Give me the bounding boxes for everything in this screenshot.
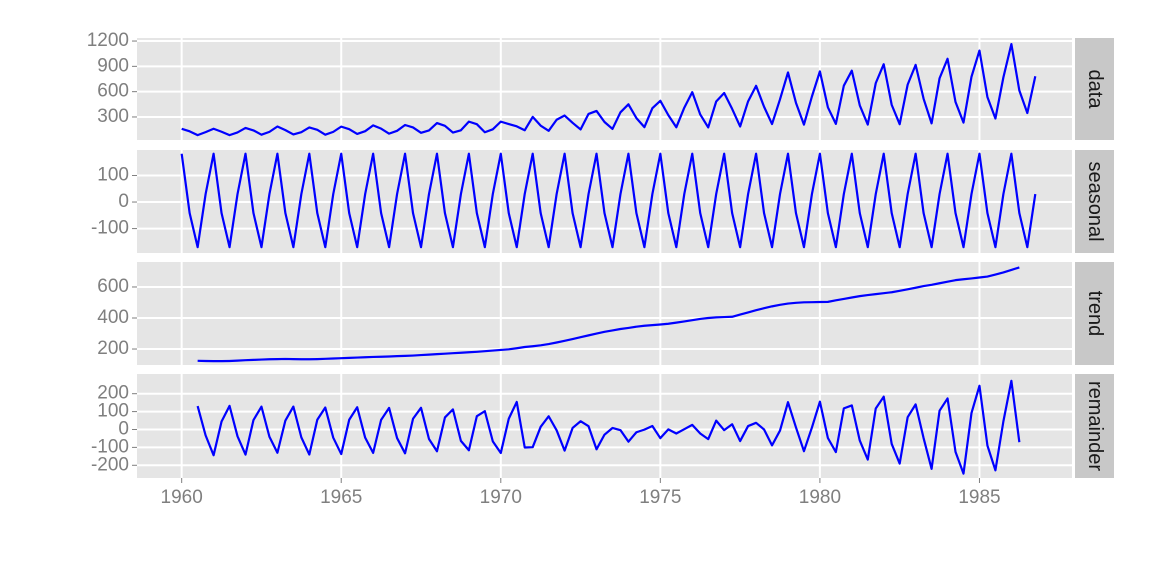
y-tick-label: 300 [97,106,129,127]
series-line [196,379,1021,475]
y-tick-label: -200 [91,454,129,475]
x-tick-label: 1980 [799,487,841,508]
y-tick-label: 400 [97,307,129,328]
strip-background [1075,262,1114,365]
x-tick-label: 1970 [480,487,522,508]
y-tick-label: 200 [97,383,129,404]
y-tick-label: 600 [97,276,129,297]
x-tick-label: 1965 [320,487,362,508]
series-line [181,42,1037,137]
y-tick-label: 100 [97,165,129,186]
strip-label: seasonal [1084,161,1106,241]
x-tick-label: 1975 [639,487,681,508]
x-tick-label: 1960 [161,487,203,508]
y-tick-label: 600 [97,81,129,102]
panel-background [137,38,1072,140]
y-tick-label: 0 [118,191,129,212]
strip-background [1075,38,1114,140]
y-tick-label: 1200 [87,30,129,51]
y-tick-label: 200 [97,338,129,359]
strip-label: remainder [1084,381,1106,471]
y-tick-label: 0 [118,419,129,440]
y-tick-label: 900 [97,55,129,76]
y-tick-label: -100 [91,436,129,457]
strip-background [1075,150,1114,253]
series-line [180,152,1037,249]
x-tick-label: 1985 [958,487,1000,508]
strip-label: data [1084,70,1106,110]
panel-background [137,374,1072,478]
strip-label: trend [1084,291,1106,337]
y-tick-label: -100 [91,218,129,239]
series-line [197,266,1020,363]
panel-background [137,262,1072,365]
strip-background [1075,374,1114,478]
y-tick-label: 100 [97,401,129,422]
